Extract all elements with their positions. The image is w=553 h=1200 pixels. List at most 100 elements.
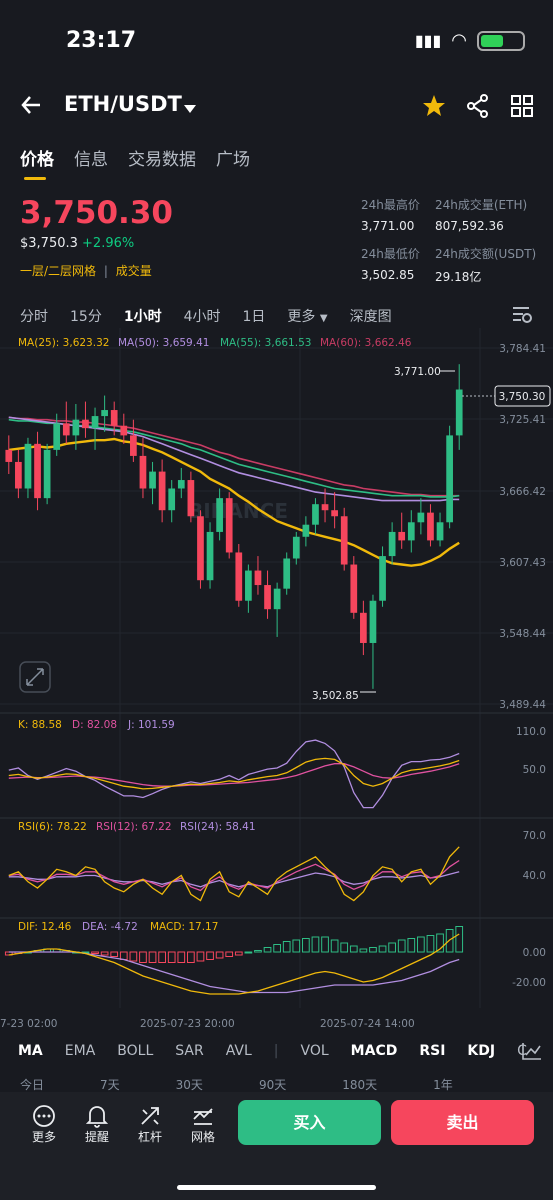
tf-more[interactable]: 更多 ▼ — [287, 309, 328, 325]
indicator-chart-icon[interactable] — [522, 1042, 542, 1064]
grid-button[interactable]: 网格 — [183, 1100, 223, 1145]
ind-ema[interactable]: EMA — [64, 1043, 96, 1059]
grid-label: 网格 — [190, 1130, 215, 1144]
range-90d[interactable]: 90天 — [258, 1078, 287, 1092]
leverage-button[interactable]: 杠杆 — [130, 1100, 170, 1145]
tf-4h[interactable]: 4小时 — [183, 309, 221, 325]
candle — [273, 582, 281, 637]
pair-title[interactable]: ETH/USDT — [64, 92, 182, 116]
ind-ma[interactable]: MA — [18, 1043, 43, 1059]
candle — [388, 522, 396, 565]
usd-price: $3,750.3 — [20, 236, 78, 251]
range-today[interactable]: 今日 — [20, 1078, 45, 1092]
buy-button[interactable]: 买入 — [238, 1100, 381, 1145]
alert-button[interactable]: 提醒 — [77, 1100, 117, 1145]
range-30d[interactable]: 30天 — [175, 1078, 203, 1092]
candle-body — [62, 423, 70, 436]
candle-body — [398, 531, 406, 541]
price-axis-5: 3,548.44 — [499, 628, 546, 640]
more-button[interactable]: 更多 — [24, 1100, 64, 1145]
candle-body — [302, 524, 310, 537]
watermark: BINANCE — [188, 499, 288, 523]
ind-kdj[interactable]: KDJ — [467, 1043, 496, 1059]
volume-tag[interactable]: 成交量 — [115, 264, 152, 278]
kline-chart[interactable]: BINANCE MA(25): 3,623.32 MA(50): 3,659.4… — [0, 328, 553, 1028]
leverage-icon — [130, 1100, 170, 1128]
tf-depth[interactable]: 深度图 — [349, 309, 392, 325]
candle — [158, 459, 166, 523]
candle-body — [216, 498, 223, 532]
candle — [283, 552, 291, 595]
grid-tag[interactable]: 一层/二层网格 — [20, 264, 97, 278]
bell-icon — [77, 1100, 117, 1128]
macd-bar — [407, 938, 416, 953]
chevron-down-icon[interactable] — [184, 100, 196, 119]
candle — [206, 522, 214, 589]
ind-vol[interactable]: VOL — [300, 1043, 329, 1059]
share-icon[interactable] — [466, 94, 490, 122]
chart-settings-icon[interactable] — [511, 305, 533, 327]
stats-left: 24h最高价 3,771.00 24h最低价 3,502.85 — [361, 196, 420, 282]
tab-price[interactable]: 价格 — [20, 145, 54, 180]
candle-body — [436, 522, 444, 541]
tf-15m[interactable]: 15分 — [70, 309, 102, 325]
macd-bar — [139, 951, 147, 963]
ind-sar[interactable]: SAR — [175, 1043, 204, 1059]
candle-body — [417, 512, 425, 523]
grid-menu-icon[interactable] — [510, 94, 534, 122]
candle — [82, 401, 89, 438]
status-icons: ▮▮▮ ◠ — [415, 30, 525, 51]
rsi12-label: RSI(12): 67.22 — [96, 821, 172, 833]
candle — [455, 364, 463, 450]
back-arrow-icon[interactable] — [20, 94, 42, 120]
macd-bar — [436, 933, 444, 953]
time-axis-1: 7-23 02:00 — [0, 1018, 57, 1028]
candle-body — [197, 516, 204, 581]
ind-macd[interactable]: MACD — [350, 1043, 398, 1059]
candle-body — [283, 558, 291, 589]
candle-body — [91, 416, 99, 429]
candle — [216, 488, 223, 541]
candle — [254, 556, 262, 595]
macd-bar — [378, 945, 387, 953]
high-value: 3,771.00 — [361, 219, 415, 233]
leverage-label: 杠杆 — [137, 1130, 162, 1144]
expand-icon[interactable] — [19, 661, 51, 693]
tf-line[interactable]: 分时 — [20, 309, 48, 325]
current-price-label: 3,750.30 — [499, 391, 546, 403]
candle-body — [72, 419, 80, 436]
ind-c[interactable]: C — [517, 1043, 527, 1059]
tf-1h[interactable]: 1小时 — [123, 309, 162, 325]
price-axis-2: 3,725.41 — [499, 414, 546, 426]
macd-bar — [187, 951, 195, 963]
range-7d[interactable]: 7天 — [100, 1078, 120, 1092]
tab-square[interactable]: 广场 — [216, 150, 250, 170]
candle-body — [321, 504, 329, 511]
ind-boll[interactable]: BOLL — [117, 1043, 154, 1059]
tf-1d[interactable]: 1日 — [242, 309, 266, 325]
ind-avl[interactable]: AVL — [225, 1043, 252, 1059]
current-price-box — [494, 385, 551, 407]
candle-body — [34, 443, 41, 499]
candle-body — [312, 504, 319, 525]
low-label: 24h最低价 — [361, 247, 420, 261]
tags-line: 一层/二层网格 | 成交量 — [20, 264, 152, 278]
time-axis-2: 2025-07-23 20:00 — [140, 1018, 235, 1028]
range-180d[interactable]: 180天 — [342, 1078, 378, 1092]
candle — [120, 413, 128, 444]
candle — [302, 516, 310, 547]
candle-body — [5, 449, 13, 462]
candle — [24, 437, 32, 499]
sell-button[interactable]: 卖出 — [391, 1100, 534, 1145]
range-1y[interactable]: 1年 — [433, 1078, 453, 1092]
ind-rsi[interactable]: RSI — [419, 1043, 446, 1059]
status-time: 23:17 — [66, 28, 137, 53]
star-icon[interactable] — [422, 94, 446, 122]
price-change: +2.96% — [82, 236, 135, 251]
candle — [407, 510, 415, 553]
candle — [245, 564, 252, 613]
tab-info[interactable]: 信息 — [74, 150, 108, 170]
tab-trading-data[interactable]: 交易数据 — [128, 150, 196, 170]
candle-body — [254, 570, 262, 586]
alert-label: 提醒 — [84, 1130, 109, 1144]
